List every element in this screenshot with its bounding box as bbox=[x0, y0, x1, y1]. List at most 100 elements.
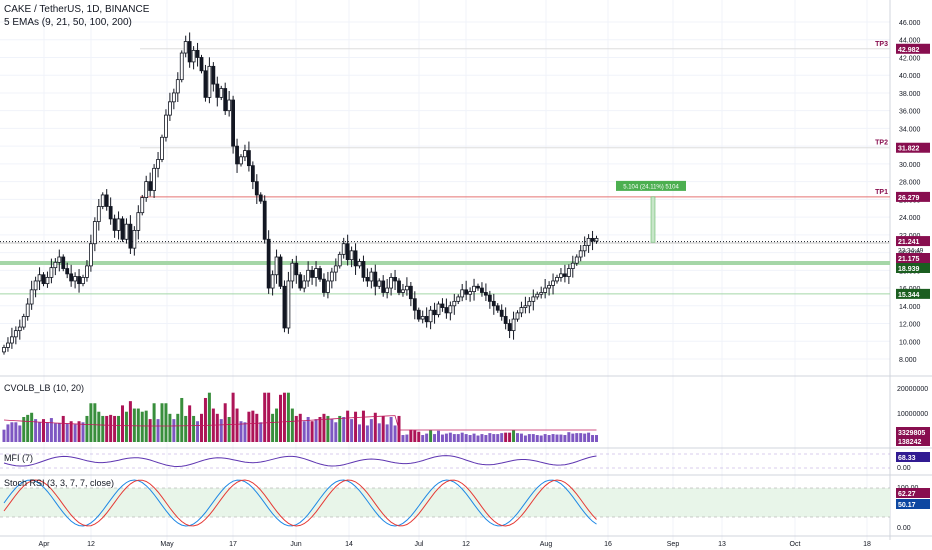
time-label-13: 18 bbox=[863, 541, 871, 548]
indicator-tick-5: 0.00 bbox=[897, 525, 911, 532]
volume-bar-68 bbox=[271, 413, 275, 442]
cvolb-title[interactable]: CVOLB_LB (10, 20) bbox=[4, 383, 85, 393]
volume-bar-106 bbox=[421, 435, 425, 442]
candle-body-116 bbox=[460, 289, 465, 298]
time-label-2: May bbox=[160, 541, 174, 548]
volume-bar-81 bbox=[322, 413, 326, 442]
price-tick-1: 44.000 bbox=[899, 38, 921, 45]
volume-bar-122 bbox=[484, 435, 488, 442]
candle-body-73 bbox=[290, 262, 295, 282]
candle-body-42 bbox=[167, 101, 172, 116]
candle-body-66 bbox=[262, 200, 267, 240]
candle-body-16 bbox=[65, 268, 70, 275]
price-tick-4: 38.000 bbox=[899, 91, 921, 98]
volume-bar-0 bbox=[2, 429, 6, 442]
volume-bar-67 bbox=[267, 392, 271, 442]
volume-bar-138 bbox=[547, 435, 551, 442]
candle-body-2 bbox=[9, 336, 14, 344]
stoch-title[interactable]: Stoch RSI (3, 3, 7, 7, close) bbox=[4, 478, 115, 488]
candle-body-148 bbox=[586, 237, 591, 246]
volume-bar-102 bbox=[405, 434, 409, 442]
volume-bar-93 bbox=[369, 419, 373, 442]
volume-bar-62 bbox=[247, 411, 251, 442]
support-badge-bg bbox=[896, 263, 930, 273]
candle-body-96 bbox=[381, 280, 386, 293]
volume-bar-66 bbox=[263, 392, 267, 442]
symbol-title[interactable]: CAKE / TetherUS, 1D, BINANCE bbox=[4, 4, 150, 15]
candle-body-89 bbox=[353, 250, 358, 267]
volume-bar-45 bbox=[180, 397, 184, 442]
volume-bar-48 bbox=[192, 415, 196, 442]
candle-body-84 bbox=[333, 265, 338, 273]
candle-body-125 bbox=[495, 305, 500, 311]
candle-body-81 bbox=[322, 278, 326, 293]
volume-bar-97 bbox=[385, 424, 389, 442]
candle-body-20 bbox=[81, 277, 85, 285]
cvolb-badge-1: 3329805 bbox=[898, 430, 925, 437]
candle-body-115 bbox=[456, 296, 461, 302]
candle-body-27 bbox=[108, 206, 113, 220]
volume-bar-2 bbox=[10, 422, 14, 442]
candle-body-12 bbox=[49, 267, 54, 278]
time-label-9: 16 bbox=[604, 541, 612, 548]
volume-bar-63 bbox=[251, 410, 255, 442]
candle-body-19 bbox=[77, 276, 81, 285]
volume-bar-77 bbox=[306, 416, 310, 442]
time-label-1: 12 bbox=[87, 541, 95, 548]
volume-bar-9 bbox=[38, 422, 42, 442]
candle-body-102 bbox=[404, 285, 409, 291]
candle-body-107 bbox=[424, 316, 429, 323]
volume-bar-80 bbox=[318, 416, 322, 442]
level-lines: TP3 TP2 TP1 bbox=[0, 41, 890, 295]
measure-label: 5.104 (24.11%) 5104 bbox=[623, 184, 679, 190]
stoch-badge-2: 50.17 bbox=[898, 502, 916, 509]
candle-body-138 bbox=[547, 284, 551, 289]
ema-badge: 21.175 bbox=[898, 256, 920, 263]
candle-body-98 bbox=[389, 277, 394, 289]
candle-body-92 bbox=[365, 277, 370, 282]
volume-bar-139 bbox=[551, 434, 555, 442]
volume-bar-61 bbox=[243, 422, 247, 442]
mfi-line bbox=[0, 453, 890, 469]
volume-bar-21 bbox=[85, 415, 89, 442]
candle-body-58 bbox=[231, 99, 236, 147]
volume-bar-13 bbox=[53, 423, 57, 442]
candle-body-114 bbox=[452, 300, 457, 307]
candle-body-106 bbox=[420, 316, 425, 320]
candle-body-33 bbox=[132, 230, 137, 249]
stoch-badge-2-bg bbox=[896, 499, 930, 509]
volume-bar-49 bbox=[196, 421, 200, 442]
volume-bar-149 bbox=[591, 435, 595, 442]
volume-bar-121 bbox=[480, 434, 484, 442]
measure-label-bg bbox=[616, 180, 686, 191]
volume-bar-119 bbox=[472, 433, 476, 442]
volume-bar-10 bbox=[42, 419, 45, 442]
candle-body-35 bbox=[140, 197, 145, 214]
volume-bar-5 bbox=[22, 416, 26, 442]
candle-body-40 bbox=[160, 136, 164, 160]
volume-bar-25 bbox=[101, 415, 105, 442]
candle-body-53 bbox=[211, 65, 216, 85]
volume-bar-71 bbox=[282, 392, 286, 442]
candle-body-111 bbox=[440, 303, 445, 308]
volume-bar-22 bbox=[89, 403, 93, 442]
candle-body-41 bbox=[164, 114, 168, 138]
candle-body-60 bbox=[239, 156, 243, 165]
candle-body-130 bbox=[515, 312, 520, 320]
ema-legend[interactable]: 5 EMAs (9, 21, 50, 100, 200) bbox=[4, 17, 132, 28]
mfi-title[interactable]: MFI (7) bbox=[4, 453, 33, 463]
volume-bar-120 bbox=[476, 435, 480, 442]
candle-body-57 bbox=[227, 99, 232, 112]
candle-body-118 bbox=[468, 291, 473, 295]
candle-body-7 bbox=[29, 289, 34, 305]
volume-bar-33 bbox=[132, 408, 136, 442]
candle-body-76 bbox=[302, 280, 307, 289]
volume-bar-109 bbox=[433, 434, 437, 442]
volume-bar-114 bbox=[452, 434, 456, 442]
countdown-text: 23:34:49 bbox=[898, 248, 924, 255]
candle-body-15 bbox=[61, 256, 66, 269]
volume-bar-40 bbox=[160, 403, 164, 442]
candle-body-133 bbox=[527, 300, 532, 307]
volume-bar-89 bbox=[354, 411, 358, 442]
